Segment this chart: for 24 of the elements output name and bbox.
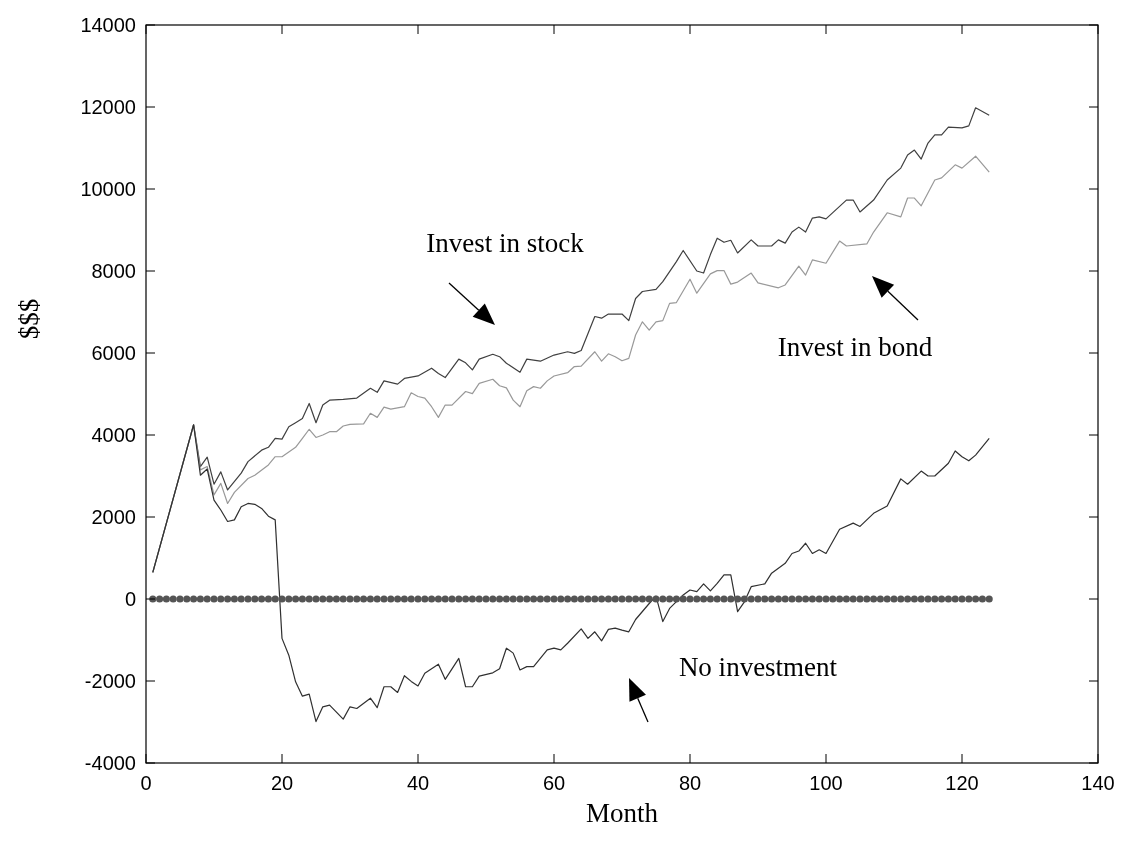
x-tick-label: 120	[945, 772, 979, 794]
annotation: Invest in stock	[426, 228, 585, 258]
y-tick-label: -2000	[84, 670, 136, 692]
x-tick-label: 0	[140, 772, 152, 794]
y-tick-label: 2000	[91, 506, 136, 528]
y-tick-label: 14000	[80, 14, 136, 36]
x-tick-label: 20	[270, 772, 294, 794]
x-tick-label: 60	[542, 772, 566, 794]
y-tick-label: 6000	[91, 342, 136, 364]
y-tick-label: 12000	[80, 96, 136, 118]
line-series	[152, 424, 990, 723]
y-tick-label: 8000	[91, 260, 136, 282]
x-tick-label: 80	[678, 772, 702, 794]
x-tick-label: 100	[809, 772, 843, 794]
x-tick-label: 140	[1081, 772, 1115, 794]
y-tick-label: 10000	[80, 178, 136, 200]
y-tick-label: 0	[124, 588, 136, 610]
y-axis-title: $$$	[14, 298, 44, 340]
annotation: No investment	[678, 652, 838, 682]
annotation: Invest in bond	[777, 332, 933, 362]
y-tick-label: 4000	[91, 424, 136, 446]
x-axis-title: Month	[585, 798, 659, 828]
x-tick-label: 40	[406, 772, 430, 794]
y-tick-label: -4000	[84, 752, 136, 774]
